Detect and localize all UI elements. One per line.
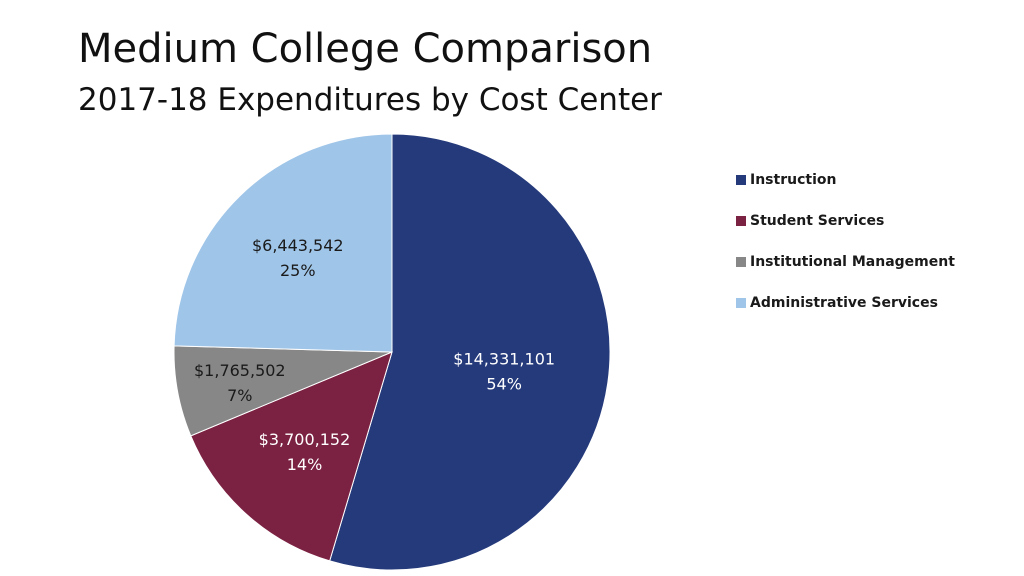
pie-slice-instruction — [329, 133, 611, 571]
legend-swatch — [736, 257, 746, 267]
pie-slice-student-services — [190, 351, 393, 562]
legend-item: Instruction — [736, 170, 1006, 190]
legend-label: Student Services — [750, 213, 885, 229]
slice-percent-label: 7% — [227, 386, 252, 405]
slice-value-label: $6,443,542 — [252, 236, 344, 255]
legend-item: Administrative Services — [736, 293, 1006, 313]
legend-label: Institutional Management — [750, 254, 955, 270]
slice-value-label: $3,700,152 — [259, 430, 351, 449]
slice-percent-label: 14% — [287, 455, 323, 474]
legend-item: Institutional Management — [736, 252, 1006, 272]
legend-label: Administrative Services — [750, 295, 938, 311]
slice-value-label: $1,765,502 — [194, 361, 286, 380]
slice-percent-label: 25% — [280, 261, 316, 280]
legend-swatch — [736, 298, 746, 308]
slice-value-label: $14,331,101 — [453, 349, 555, 368]
legend-swatch — [736, 216, 746, 226]
pie-slice-administrative-services — [173, 133, 393, 353]
chart-legend: Instruction Student Services Institutional… — [736, 170, 1006, 334]
legend-swatch — [736, 175, 746, 185]
chart-subtitle: 2017-18 Expenditures by Cost Center — [78, 82, 662, 118]
chart-title: Medium College Comparison — [78, 26, 653, 72]
slice-percent-label: 54% — [486, 374, 522, 393]
legend-label: Instruction — [750, 172, 837, 188]
legend-item: Student Services — [736, 211, 1006, 231]
